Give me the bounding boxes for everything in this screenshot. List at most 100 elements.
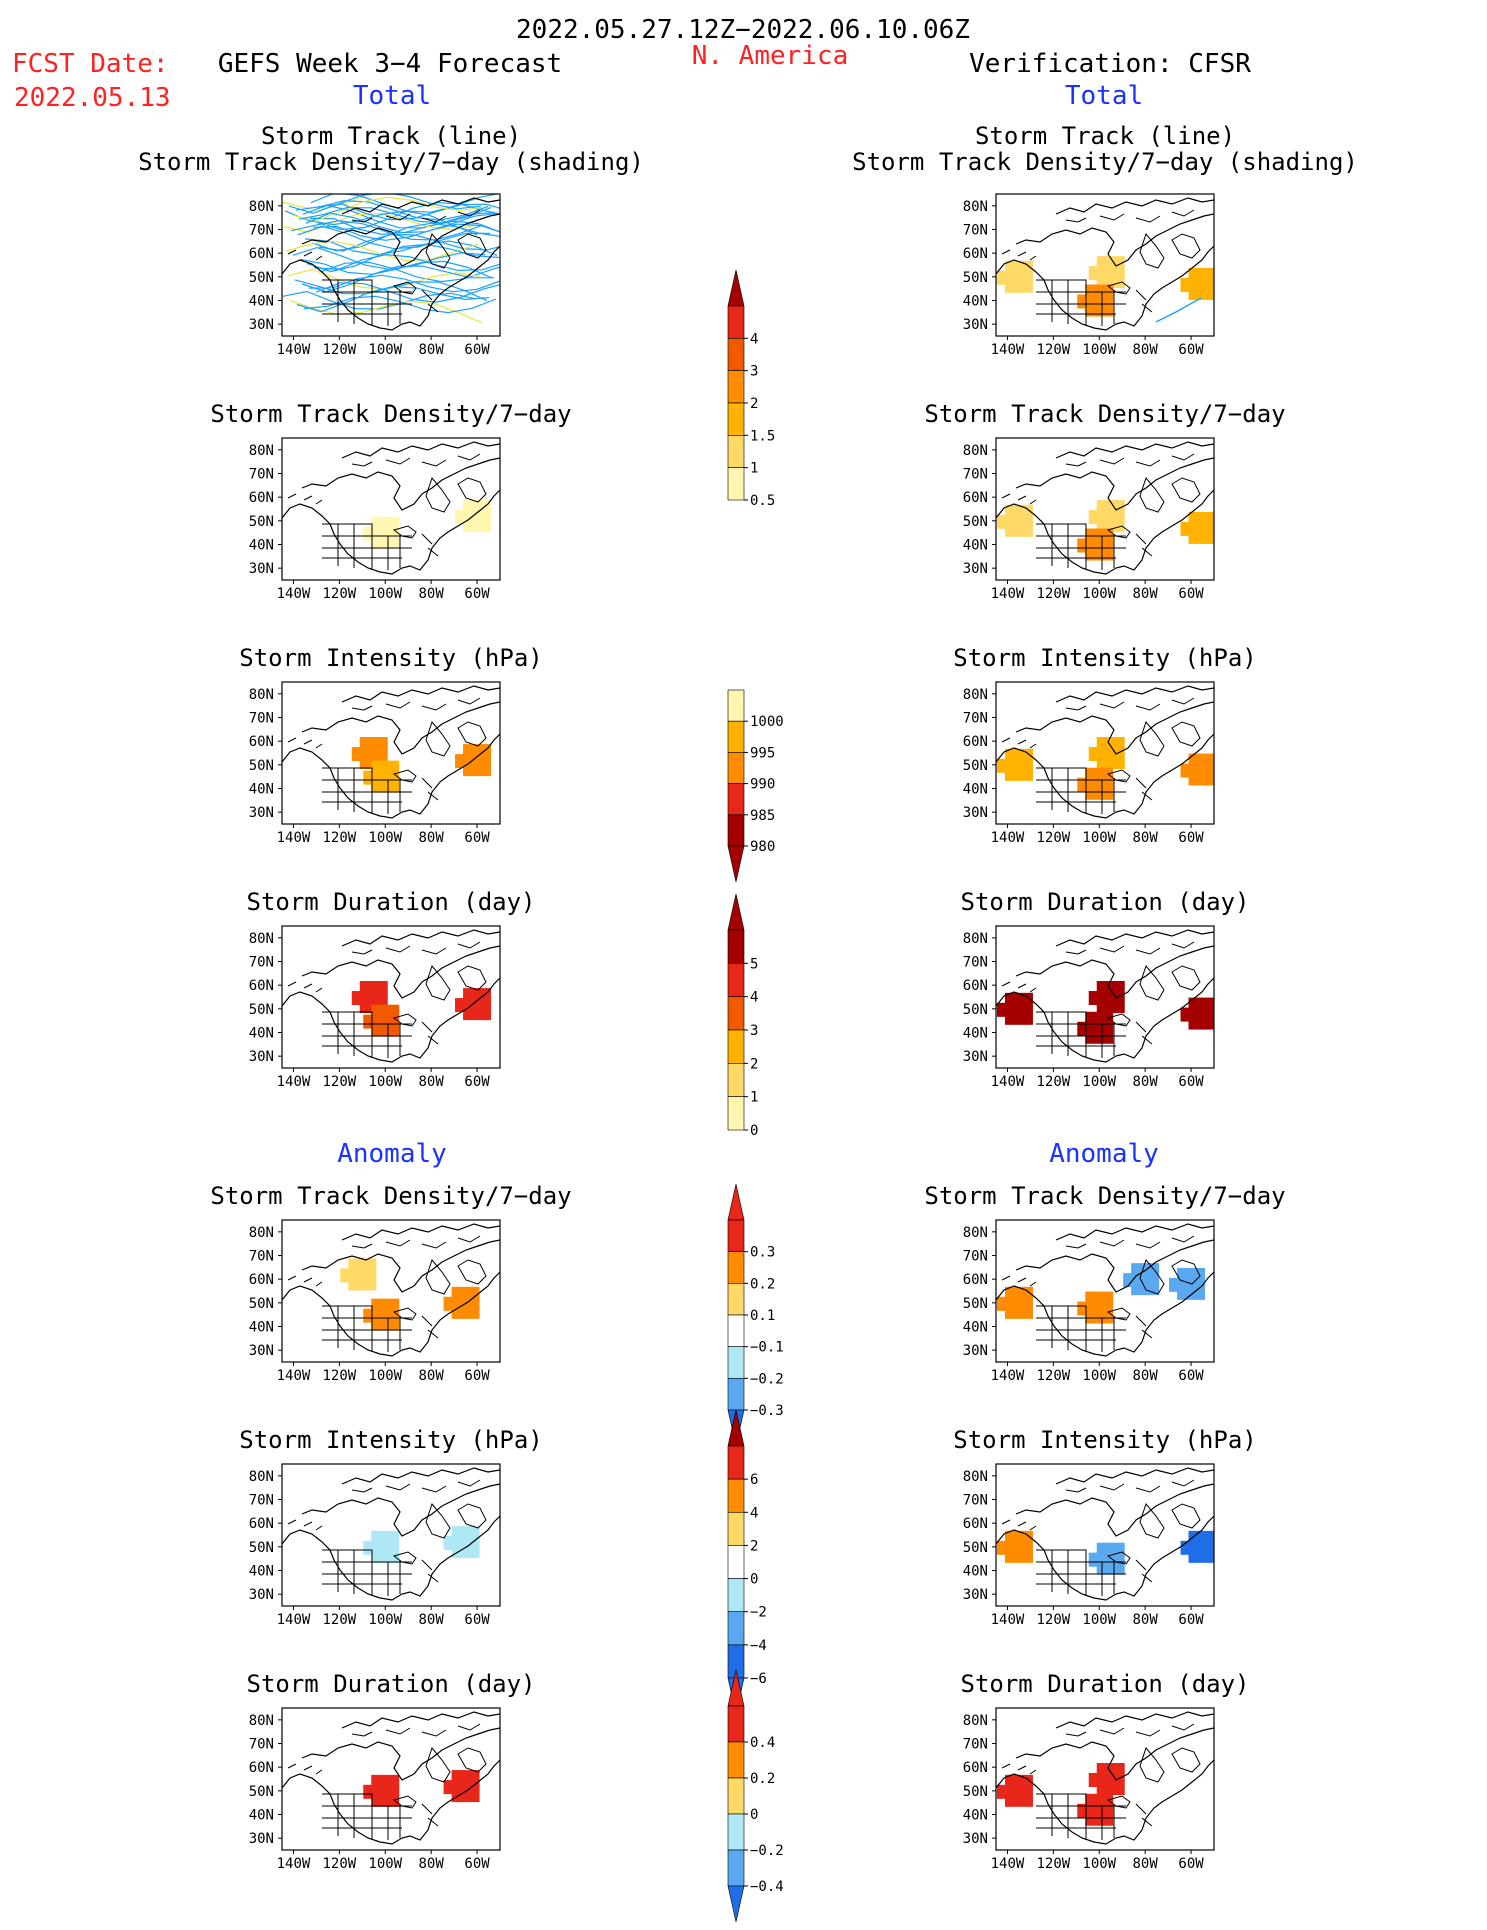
shade-cell: [1096, 1763, 1125, 1795]
forecast-title: GEFS Week 3−4 Forecast: [218, 49, 562, 79]
region-title: N. America: [692, 41, 849, 71]
colorbar-label: −2: [750, 1605, 767, 1621]
shade-cell: [363, 1308, 374, 1323]
lat-tick-label: 50N: [963, 514, 988, 530]
lat-tick-label: 60N: [963, 1760, 988, 1776]
shade-cell: [1077, 1803, 1088, 1818]
lat-tick-label: 30N: [963, 1587, 988, 1603]
lat-tick-label: 40N: [249, 1026, 274, 1042]
colorbar-label: −0.2: [750, 1371, 784, 1387]
colorbar-segment: [727, 1849, 745, 1887]
colorbar-label: 0.3: [750, 1245, 775, 1261]
storm-track-line: [308, 274, 500, 293]
lon-tick-label: 80W: [1133, 1612, 1159, 1628]
panel-title: Storm Duration (day): [961, 1670, 1250, 1698]
lat-tick-label: 60N: [963, 978, 988, 994]
colorbar-label: 0.4: [750, 1735, 775, 1751]
map-panel-verification-1: [992, 437, 1215, 584]
colorbar-label: 5: [750, 956, 758, 972]
lat-tick-label: 60N: [963, 1272, 988, 1288]
lon-tick-label: 60W: [1178, 1368, 1204, 1384]
storm-track-line: [290, 220, 484, 241]
lat-tick-label: 70N: [963, 711, 988, 727]
shade-cell: [1088, 510, 1099, 525]
panel-title: Storm Intensity (hPa): [953, 644, 1256, 672]
lat-tick-label: 60N: [249, 1760, 274, 1776]
lat-tick-label: 80N: [963, 199, 988, 215]
lat-tick-label: 70N: [249, 1737, 274, 1753]
colorbar-segment: [727, 370, 745, 404]
storm-track-line: [1155, 297, 1202, 323]
map-panel-forecast-5: [278, 1463, 501, 1610]
shade-cell: [1096, 256, 1125, 289]
shade-cell: [996, 514, 1007, 529]
lon-tick-label: 140W: [277, 830, 311, 846]
lat-tick-label: 80N: [963, 931, 988, 947]
colorbar-segment: [727, 402, 745, 436]
shade-cell: [363, 526, 374, 541]
lon-tick-label: 140W: [991, 586, 1025, 602]
shade-cell: [1088, 1552, 1099, 1567]
colorbar-intensity-anom: [727, 1409, 748, 1715]
lon-tick-label: 120W: [1037, 1074, 1071, 1090]
shade-cell: [1088, 747, 1099, 761]
lat-tick-label: 70N: [249, 1493, 274, 1509]
shade-cell: [371, 760, 400, 793]
colorbar-segment: [727, 1578, 745, 1613]
lat-tick-label: 80N: [249, 199, 274, 215]
fcst-date-label: FCST Date:: [12, 49, 169, 79]
colorbar-label: 4: [750, 1505, 758, 1521]
shade-cell: [1077, 1021, 1088, 1036]
section-total-right: Total: [1065, 81, 1143, 111]
shade-cell: [1180, 521, 1191, 536]
lon-tick-label: 140W: [277, 342, 311, 358]
lat-tick-label: 50N: [963, 758, 988, 774]
lat-tick-label: 30N: [249, 1049, 274, 1065]
storm-track-line: [282, 290, 476, 310]
colorbar-segment: [727, 1378, 745, 1411]
colorbar-label: 2: [750, 1538, 758, 1554]
lon-tick-label: 100W: [368, 830, 402, 846]
shade-cell: [1085, 1793, 1114, 1826]
colorbar-label: −0.3: [750, 1403, 784, 1419]
lat-tick-label: 50N: [249, 1784, 274, 1800]
colorbar-label: 1: [750, 1090, 758, 1106]
colorbar-label: 4: [750, 331, 758, 347]
shade-cell: [371, 1004, 400, 1037]
lat-tick-label: 30N: [963, 1049, 988, 1065]
lat-tick-label: 70N: [963, 1737, 988, 1753]
lat-tick-label: 80N: [963, 687, 988, 703]
map-frame: [995, 437, 1215, 581]
colorbar-segment: [727, 1478, 745, 1513]
lon-tick-label: 60W: [464, 1856, 490, 1872]
lat-tick-label: 50N: [963, 1784, 988, 1800]
shade-cell: [455, 510, 466, 525]
lon-tick-label: 80W: [1133, 1074, 1159, 1090]
lon-tick-label: 80W: [419, 830, 445, 846]
lon-tick-label: 120W: [323, 342, 357, 358]
panel-title: Storm Duration (day): [247, 888, 536, 916]
shade-cell: [1085, 767, 1114, 800]
lat-tick-label: 40N: [249, 294, 274, 310]
colorbar-label: 1000: [750, 714, 784, 730]
shade-cell: [455, 754, 466, 769]
lat-tick-label: 40N: [249, 538, 274, 554]
lat-tick-label: 80N: [963, 1713, 988, 1729]
lon-tick-label: 100W: [368, 1074, 402, 1090]
colorbar-label: 0.5: [750, 493, 775, 509]
colorbar-density-anom: [727, 1183, 748, 1447]
colorbar-label: 0: [750, 1807, 758, 1823]
storm-track-line: [295, 200, 489, 221]
colorbar-segment: [727, 689, 745, 722]
colorbar-segment: [727, 1314, 745, 1347]
colorbar-segment: [727, 305, 745, 339]
lon-tick-label: 120W: [323, 1074, 357, 1090]
map-panel-verification-5: [992, 1463, 1215, 1610]
shade-cell: [1180, 763, 1191, 778]
lat-tick-label: 50N: [963, 1002, 988, 1018]
lat-tick-label: 80N: [963, 1469, 988, 1485]
lat-tick-label: 50N: [249, 1002, 274, 1018]
colorbar-segment: [727, 814, 745, 847]
colorbar-segment: [727, 1029, 745, 1064]
lon-tick-label: 60W: [1178, 1856, 1204, 1872]
